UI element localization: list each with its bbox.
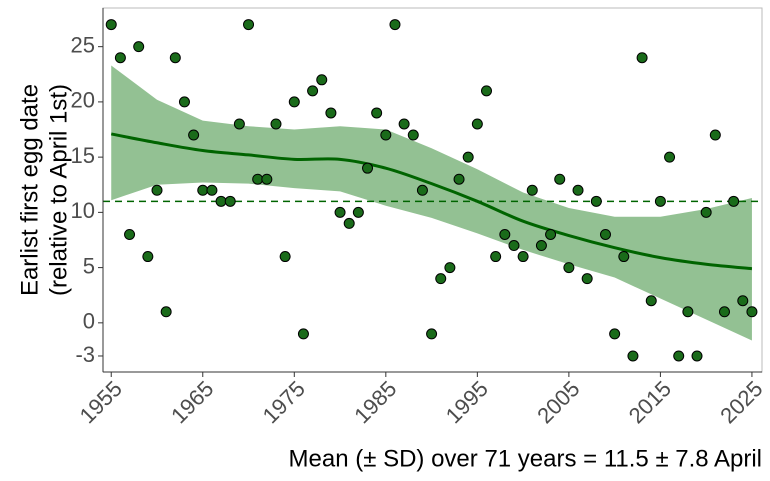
y-tick-label: 10: [71, 198, 95, 223]
point: [654, 195, 666, 207]
point: [645, 295, 657, 307]
point: [618, 251, 630, 263]
point: [728, 195, 740, 207]
point: [599, 228, 611, 240]
point: [316, 74, 328, 86]
x-tick-label: 1995: [441, 376, 493, 428]
y-tick-label: -3: [75, 342, 95, 367]
point: [590, 195, 602, 207]
point: [178, 96, 190, 108]
point: [709, 129, 721, 141]
point: [444, 262, 456, 274]
x-tick-label: 1965: [166, 376, 218, 428]
point: [352, 206, 364, 218]
point: [261, 173, 273, 185]
point: [307, 85, 319, 97]
point: [398, 118, 410, 130]
point: [407, 129, 419, 141]
point: [526, 184, 538, 196]
point: [499, 228, 511, 240]
point: [746, 306, 758, 318]
y-tick-label: 15: [71, 143, 95, 168]
x-tick-label: 2015: [624, 376, 676, 428]
point: [572, 184, 584, 196]
point: [563, 262, 575, 274]
point: [535, 240, 547, 252]
point: [426, 328, 438, 340]
point: [490, 251, 502, 263]
x-tick-label: 2025: [715, 376, 767, 428]
point: [481, 85, 493, 97]
point: [609, 328, 621, 340]
point: [471, 118, 483, 130]
point: [343, 217, 355, 229]
point: [691, 350, 703, 362]
point: [206, 184, 218, 196]
y-tick-label: 5: [83, 253, 95, 278]
point: [124, 228, 136, 240]
point: [673, 350, 685, 362]
point: [627, 350, 639, 362]
point: [636, 52, 648, 64]
point: [252, 173, 264, 185]
point: [416, 184, 428, 196]
y-axis-title: Earlist first egg date: [16, 84, 43, 296]
confidence-band: [111, 65, 752, 341]
y-axis-title: (relative to April 1st): [45, 84, 72, 296]
point: [133, 41, 145, 53]
y-tick-label: 0: [83, 309, 95, 334]
point: [462, 151, 474, 163]
point: [243, 19, 255, 31]
point: [389, 19, 401, 31]
y-tick-label: 25: [71, 32, 95, 57]
annotation: Mean (± SD) over 71 years = 11.5 ± 7.8 A…: [289, 445, 762, 472]
point: [151, 184, 163, 196]
trend-line: [110, 132, 753, 271]
point: [362, 162, 374, 174]
point: [270, 118, 282, 130]
point: [508, 240, 520, 252]
point: [279, 251, 291, 263]
point: [288, 96, 300, 108]
point: [215, 195, 227, 207]
point: [371, 107, 383, 119]
y-tick-label: 20: [71, 88, 95, 113]
point: [297, 328, 309, 340]
x-tick-label: 2005: [532, 376, 584, 428]
x-tick-label: 1955: [75, 376, 127, 428]
point: [325, 107, 337, 119]
point: [682, 306, 694, 318]
point: [435, 273, 447, 285]
point: [581, 273, 593, 285]
point: [169, 52, 181, 64]
point: [233, 118, 245, 130]
point: [737, 295, 749, 307]
x-tick-label: 1975: [258, 376, 310, 428]
point: [160, 306, 172, 318]
point: [517, 251, 529, 263]
point: [114, 52, 126, 64]
point: [142, 251, 154, 263]
point: [554, 173, 566, 185]
point: [700, 206, 712, 218]
point: [380, 129, 392, 141]
point: [188, 129, 200, 141]
point: [664, 151, 676, 163]
point: [453, 173, 465, 185]
point: [718, 306, 730, 318]
point: [545, 228, 557, 240]
x-tick-label: 1985: [349, 376, 401, 428]
point: [334, 206, 346, 218]
point: [197, 184, 209, 196]
point: [105, 19, 117, 31]
point: [224, 195, 236, 207]
